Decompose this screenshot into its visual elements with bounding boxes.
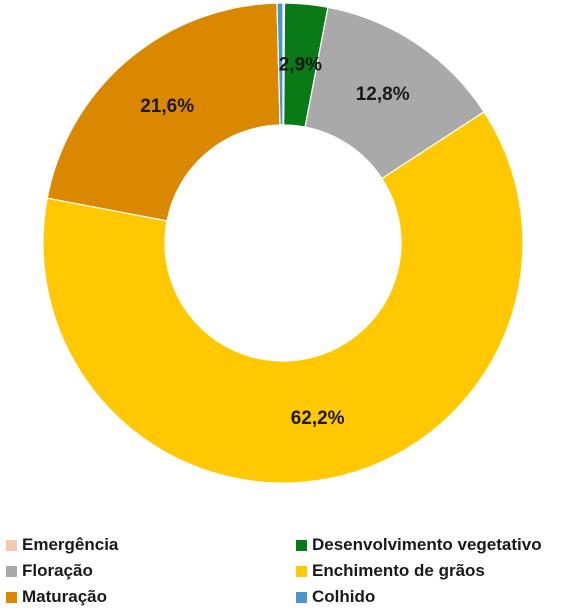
donut-slices [42, 2, 524, 484]
legend-swatch-maturacao [6, 591, 17, 603]
data-label-enchimento-de-graos: 62,2% [291, 408, 345, 429]
slice-colhido [276, 2, 284, 126]
legend-label-desenvolvimento-vegetativo: Desenvolvimento vegetativo [312, 535, 542, 554]
legend-item-enchimento-de-graos: Enchimento de grãos [296, 560, 582, 582]
donut-chart-plot: 2,9% 12,8% 62,2% 21,6% [42, 2, 524, 484]
legend-item-desenvolvimento-vegetativo: Desenvolvimento vegetativo [296, 534, 582, 556]
data-label-desenvolvimento-vegetativo: 2,9% [279, 54, 322, 75]
legend-label-floracao: Floração [22, 561, 93, 580]
legend-item-maturacao: Maturação [6, 586, 296, 608]
slice-enchimento-de-graos [42, 111, 524, 484]
legend-label-enchimento-de-graos: Enchimento de grãos [312, 561, 485, 580]
legend-item-emergencia: Emergência [6, 534, 296, 556]
chart-legend: Emergência Desenvolvimento vegetativo Flor… [6, 534, 582, 608]
legend-label-colhido: Colhido [312, 587, 376, 606]
legend-item-colhido: Colhido [296, 586, 582, 608]
legend-swatch-floracao [6, 565, 17, 577]
legend-label-maturacao: Maturação [22, 587, 108, 606]
data-label-maturacao: 21,6% [140, 96, 194, 117]
data-label-floracao: 12,8% [356, 84, 410, 105]
slice-maturacao [46, 2, 281, 222]
legend-swatch-emergencia [6, 539, 17, 551]
legend-swatch-desenvolvimento-vegetativo [296, 539, 307, 551]
legend-swatch-enchimento-de-graos [296, 565, 307, 577]
donut-data-labels: 2,9% 12,8% 62,2% 21,6% [140, 54, 409, 429]
legend-label-emergencia: Emergência [22, 535, 119, 554]
legend-item-floracao: Floração [6, 560, 296, 582]
legend-swatch-colhido [296, 591, 307, 603]
